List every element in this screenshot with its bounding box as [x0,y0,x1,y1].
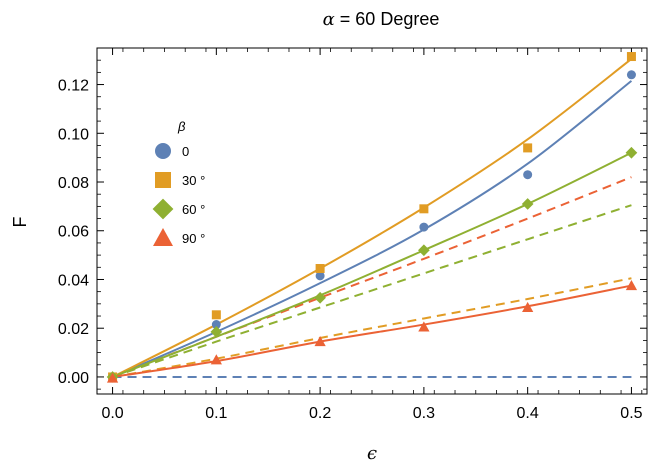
solid-fit-lines [112,58,633,378]
x-tick-label: 0.4 [517,405,539,422]
data-point-triangle [210,354,222,365]
y-tick-label: 0.02 [58,321,89,338]
data-point-triangle [522,301,534,312]
legend-title: β [177,119,186,134]
data-point-diamond [625,146,638,159]
legend-label: 0 [182,144,189,159]
solid-fit-line-0 [112,80,633,378]
solid-fit-line-1 [112,58,633,378]
legend-label: 30 ° [182,173,205,188]
title-text: = 60 Degree [335,9,440,29]
x-tick-label: 0.3 [413,405,435,422]
x-tick-label: 0.1 [205,405,227,422]
data-point-diamond [418,244,430,257]
data-point-circle [419,222,429,232]
data-point-circle [211,320,221,330]
x-axis-label: ϵ [367,443,377,464]
data-markers [106,52,638,383]
y-tick-label: 0.10 [58,126,89,143]
data-point-circle [523,170,533,180]
legend: β 0 30 ° 60 ° 90 ° [152,119,205,246]
data-point-diamond [521,198,534,210]
data-point-triangle [106,372,119,383]
legend-label: 60 ° [182,202,205,217]
solid-fit-line-2 [112,151,632,378]
data-point-diamond [314,291,326,304]
dashed-fit-line-2 [112,204,632,378]
y-axis-label: F [10,217,30,228]
data-point-square [626,52,636,62]
data-point-circle [626,70,636,80]
dashed-fit-line-1 [112,277,632,378]
chart-title: α = 60 Degree [323,9,440,30]
y-tick-label: 0.06 [58,224,89,241]
solid-fit-line-3 [112,284,632,378]
data-point-triangle [625,279,638,291]
x-tick-label: 0.5 [620,405,642,422]
legend-marker-circle [155,143,171,159]
x-tick-label: 0.2 [309,405,331,422]
x-tick-label: 0.0 [101,405,123,422]
data-point-circle [315,271,325,281]
data-point-triangle [314,335,326,347]
data-point-diamond [210,326,223,338]
data-point-triangle [418,321,430,332]
data-point-square [523,143,533,153]
legend-marker-diamond [152,198,174,220]
data-point-square [211,310,221,320]
data-point-square [419,204,429,214]
title-variable: α [323,9,335,30]
data-point-square [315,264,325,274]
axis-ticks: 0.0 0.1 0.2 0.3 0.4 0.5 0.00 0.02 0.04 0.06 0.08 0.… [58,48,647,422]
y-tick-label: 0.08 [58,175,89,192]
y-tick-label: 0.00 [58,370,89,387]
legend-label: 90 ° [182,231,205,246]
y-tick-label: 0.04 [58,272,89,289]
legend-marker-triangle [153,228,173,246]
y-tick-label: 0.12 [58,78,89,95]
legend-marker-square [155,172,171,188]
plot-frame [96,47,648,395]
